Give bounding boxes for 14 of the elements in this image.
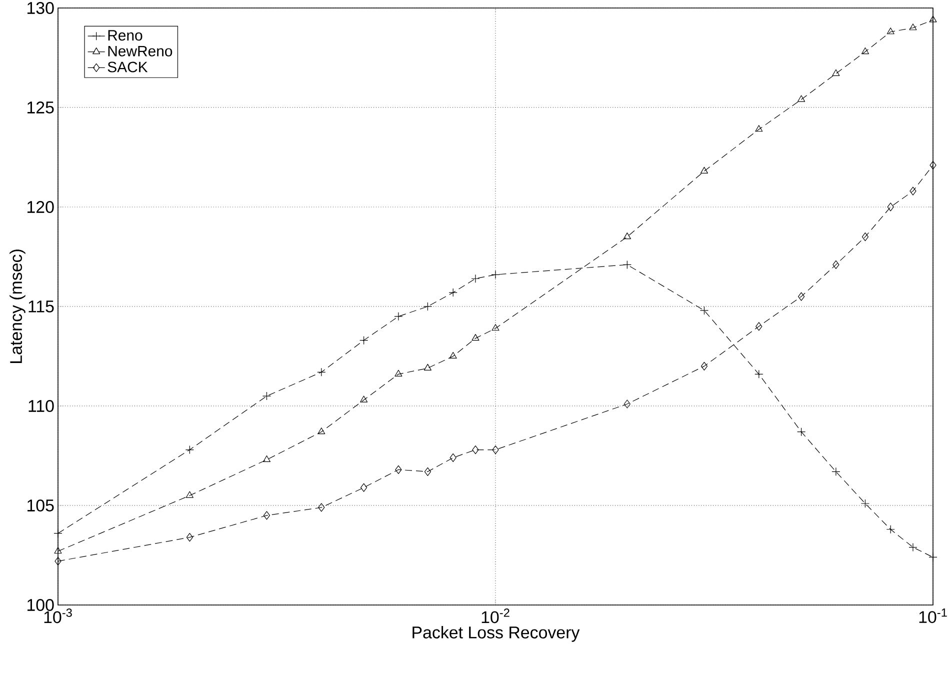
legend-label: NewReno — [108, 46, 172, 56]
legend-label: Reno — [108, 30, 142, 41]
y-tick-label: 120 — [28, 200, 54, 213]
x-tick-label: 10$^{-1}$ — [919, 608, 947, 624]
y-tick-label: 125 — [28, 101, 54, 114]
y-tick-label: 100 — [28, 598, 54, 611]
x-tick-label: 10$^{-2}$ — [482, 608, 510, 624]
y-tick-label: 105 — [28, 499, 54, 512]
y-tick-label: 110 — [28, 400, 54, 412]
legend-label: SACK — [108, 62, 148, 72]
y-axis-title: Latency (msec) — [10, 250, 26, 363]
y-tick-label: 115 — [28, 300, 54, 312]
x-axis-title: Packet Loss Recovery — [412, 626, 580, 642]
y-tick-label: 130 — [28, 2, 54, 14]
